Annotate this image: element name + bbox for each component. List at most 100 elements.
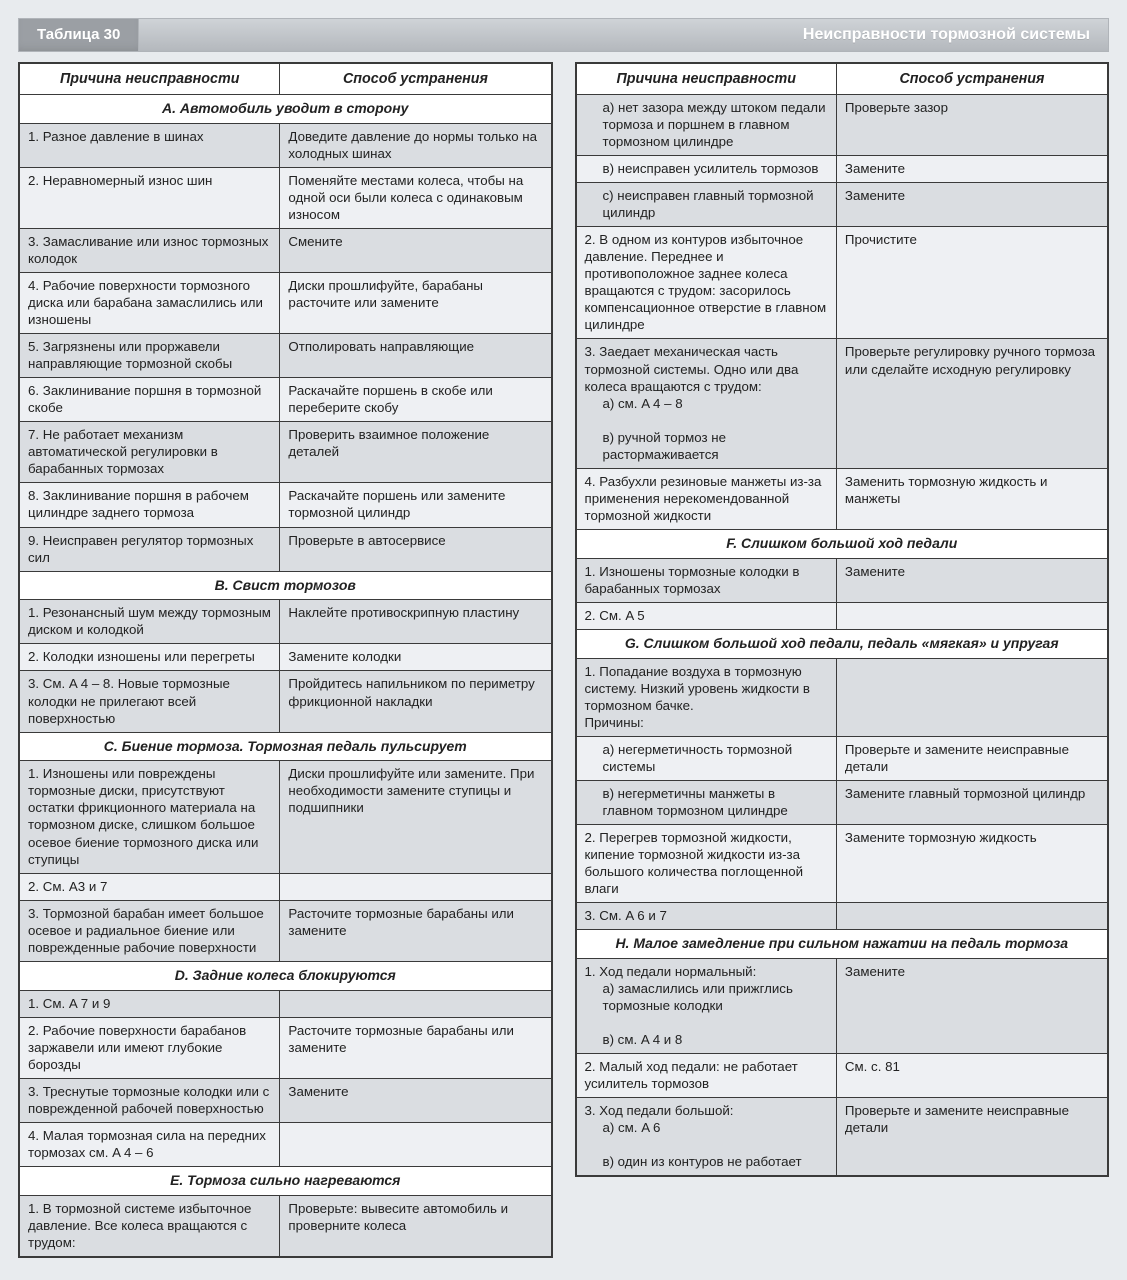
table-row: 3. См. A 6 и 7 (576, 902, 1109, 929)
fix-cell: Проверить взаимное положение деталей (280, 422, 552, 483)
fix-cell: Поменяйте местами колеса, чтобы на одной… (280, 168, 552, 229)
cause-cell: 1. Изношены или повреждены тормозные дис… (19, 761, 280, 873)
fix-cell: Проверьте в автосервисе (280, 527, 552, 571)
cause-cell: 4. Малая тормозная сила на передних торм… (19, 1122, 280, 1166)
table-row: а) нет зазора между штоком педали тормоз… (576, 95, 1109, 156)
table-row: 4. Рабочие поверхности тормозного диска … (19, 273, 552, 334)
faults-table-left: Причина неисправности Способ устранения … (18, 62, 553, 1258)
right-column: Причина неисправности Способ устранения … (575, 62, 1110, 1258)
table-row: 2. См. A 5 (576, 602, 1109, 629)
fix-cell: Замените (836, 958, 1108, 1053)
section-title: D. Задние колеса блокируются (19, 961, 552, 990)
table-row: с) неисправен главный тормозной цилиндрЗ… (576, 183, 1109, 227)
cause-cell: 1. См. A 7 и 9 (19, 990, 280, 1017)
title-bar: Таблица 30 Неисправности тормозной систе… (18, 18, 1109, 52)
cause-cell: в) неисправен усилитель тормозов (576, 156, 837, 183)
cause-cell: 3. Тормозной барабан имеет большое осево… (19, 900, 280, 961)
fix-cell (280, 873, 552, 900)
fix-cell: Раскачайте поршень в скобе или переберит… (280, 378, 552, 422)
cause-cell: 2. В одном из контуров избыточное давлен… (576, 227, 837, 339)
table-row: 1. Разное давление в шинахДоведите давле… (19, 124, 552, 168)
table-row: 1. См. A 7 и 9 (19, 990, 552, 1017)
cause-cell: 5. Загрязнены или проржавели направляющи… (19, 334, 280, 378)
fix-cell: Расточите тормозные барабаны или заменит… (280, 900, 552, 961)
fix-cell: Наклейте противоскрипную пластину (280, 600, 552, 644)
table-row: 2. Малый ход педали: не работает усилите… (576, 1053, 1109, 1097)
section-title: E. Тормоза сильно нагреваются (19, 1166, 552, 1195)
cause-cell: 2. Колодки изношены или перегреты (19, 644, 280, 671)
table-row: 1. Изношены или повреждены тормозные дис… (19, 761, 552, 873)
table-row: а) негерметичность тормозной системыПров… (576, 736, 1109, 780)
section-title: G. Слишком большой ход педали, педаль «м… (576, 629, 1109, 658)
fix-cell: Заменить тормозную жидкость и манжеты (836, 468, 1108, 529)
table-row: 2. Неравномерный износ шинПоменяйте мест… (19, 168, 552, 229)
fix-cell: Проверьте: вывесите автомобиль и проверн… (280, 1195, 552, 1257)
cause-cell: 2. Рабочие поверхности барабанов заржаве… (19, 1017, 280, 1078)
cause-cell: 1. В тормозной системе избыточное давлен… (19, 1195, 280, 1257)
cause-cell: 7. Не работает механизм автоматической р… (19, 422, 280, 483)
cause-cell: 6. Заклинивание поршня в тормозной скобе (19, 378, 280, 422)
fix-cell: Расточите тормозные барабаны или заменит… (280, 1017, 552, 1078)
cause-cell: 2. См. A 5 (576, 602, 837, 629)
fix-cell: Пройдитесь напильником по периметру фрик… (280, 671, 552, 732)
cause-cell: в) негерметичны манжеты в главном тормоз… (576, 780, 837, 824)
cause-cell: а) нет зазора между штоком педали тормоз… (576, 95, 837, 156)
fix-cell: Замените тормозную жидкость (836, 824, 1108, 902)
fix-cell: См. с. 81 (836, 1053, 1108, 1097)
fix-cell: Замените колодки (280, 644, 552, 671)
fix-cell: Замените (836, 183, 1108, 227)
col-header-fix: Способ устранения (836, 63, 1108, 95)
left-column: Причина неисправности Способ устранения … (18, 62, 553, 1258)
fix-cell: Замените главный тормозной цилиндр (836, 780, 1108, 824)
section-title: C. Биение тормоза. Тормозная педаль пуль… (19, 732, 552, 761)
cause-cell: 3. См. A 6 и 7 (576, 902, 837, 929)
table-row: 5. Загрязнены или проржавели направляющи… (19, 334, 552, 378)
cause-cell: 2. Перегрев тормозной жидкости, кипение … (576, 824, 837, 902)
table-row: 3. См. A 4 – 8. Новые тормозные колодки … (19, 671, 552, 732)
table-row: 1. Изношены тормозные колодки в барабанн… (576, 558, 1109, 602)
fix-cell: Проверьте и замените неисправные детали (836, 1097, 1108, 1176)
cause-cell: 3. Ход педали большой:а) см. A 6в) один … (576, 1097, 837, 1176)
section-header: D. Задние колеса блокируются (19, 961, 552, 990)
fix-cell: Смените (280, 229, 552, 273)
fix-cell: Проверьте зазор (836, 95, 1108, 156)
page-title: Неисправности тормозной системы (139, 19, 1108, 51)
table-row: 1. Попадание воздуха в тормозную систему… (576, 658, 1109, 736)
table-row: 7. Не работает механизм автоматической р… (19, 422, 552, 483)
table-row: 3. Заедает механическая часть тормозной … (576, 339, 1109, 468)
table-row: 3. Тормозной барабан имеет большое осево… (19, 900, 552, 961)
table-row: 3. Замасливание или износ тормозных коло… (19, 229, 552, 273)
cause-cell: 3. Замасливание или износ тормозных коло… (19, 229, 280, 273)
columns: Причина неисправности Способ устранения … (18, 62, 1109, 1258)
section-title: B. Свист тормозов (19, 571, 552, 600)
section-title: A. Автомобиль уводит в сторону (19, 95, 552, 124)
section-header: H. Малое замедление при сильном нажатии … (576, 929, 1109, 958)
cause-cell: 2. Малый ход педали: не работает усилите… (576, 1053, 837, 1097)
table-row: 2. Рабочие поверхности барабанов заржаве… (19, 1017, 552, 1078)
cause-cell: 2. См. A3 и 7 (19, 873, 280, 900)
fix-cell: Проверьте регулировку ручного тормоза ил… (836, 339, 1108, 468)
fix-cell (280, 990, 552, 1017)
col-header-cause: Причина неисправности (19, 63, 280, 95)
table-row: 8. Заклинивание поршня в рабочем цилиндр… (19, 483, 552, 527)
faults-table-right: Причина неисправности Способ устранения … (575, 62, 1110, 1177)
cause-cell: 4. Рабочие поверхности тормозного диска … (19, 273, 280, 334)
table-row: 2. См. A3 и 7 (19, 873, 552, 900)
section-header: F. Слишком большой ход педали (576, 529, 1109, 558)
cause-cell: с) неисправен главный тормозной цилиндр (576, 183, 837, 227)
fix-cell: Раскачайте поршень или замените тормозно… (280, 483, 552, 527)
cause-cell: 1. Попадание воздуха в тормозную систему… (576, 658, 837, 736)
page: Таблица 30 Неисправности тормозной систе… (0, 0, 1127, 1280)
col-header-fix: Способ устранения (280, 63, 552, 95)
header-row: Причина неисправности Способ устранения (19, 63, 552, 95)
table-row: 1. В тормозной системе избыточное давлен… (19, 1195, 552, 1257)
fix-cell: Прочистите (836, 227, 1108, 339)
section-title: H. Малое замедление при сильном нажатии … (576, 929, 1109, 958)
cause-cell: 3. Треснутые тормозные колодки или с пов… (19, 1078, 280, 1122)
table-row: 2. Колодки изношены или перегретыЗаменит… (19, 644, 552, 671)
table-row: в) негерметичны манжеты в главном тормоз… (576, 780, 1109, 824)
fix-cell (836, 902, 1108, 929)
cause-cell: 1. Разное давление в шинах (19, 124, 280, 168)
fix-cell (836, 602, 1108, 629)
cause-cell: 1. Ход педали нормальный:а) замаслились … (576, 958, 837, 1053)
